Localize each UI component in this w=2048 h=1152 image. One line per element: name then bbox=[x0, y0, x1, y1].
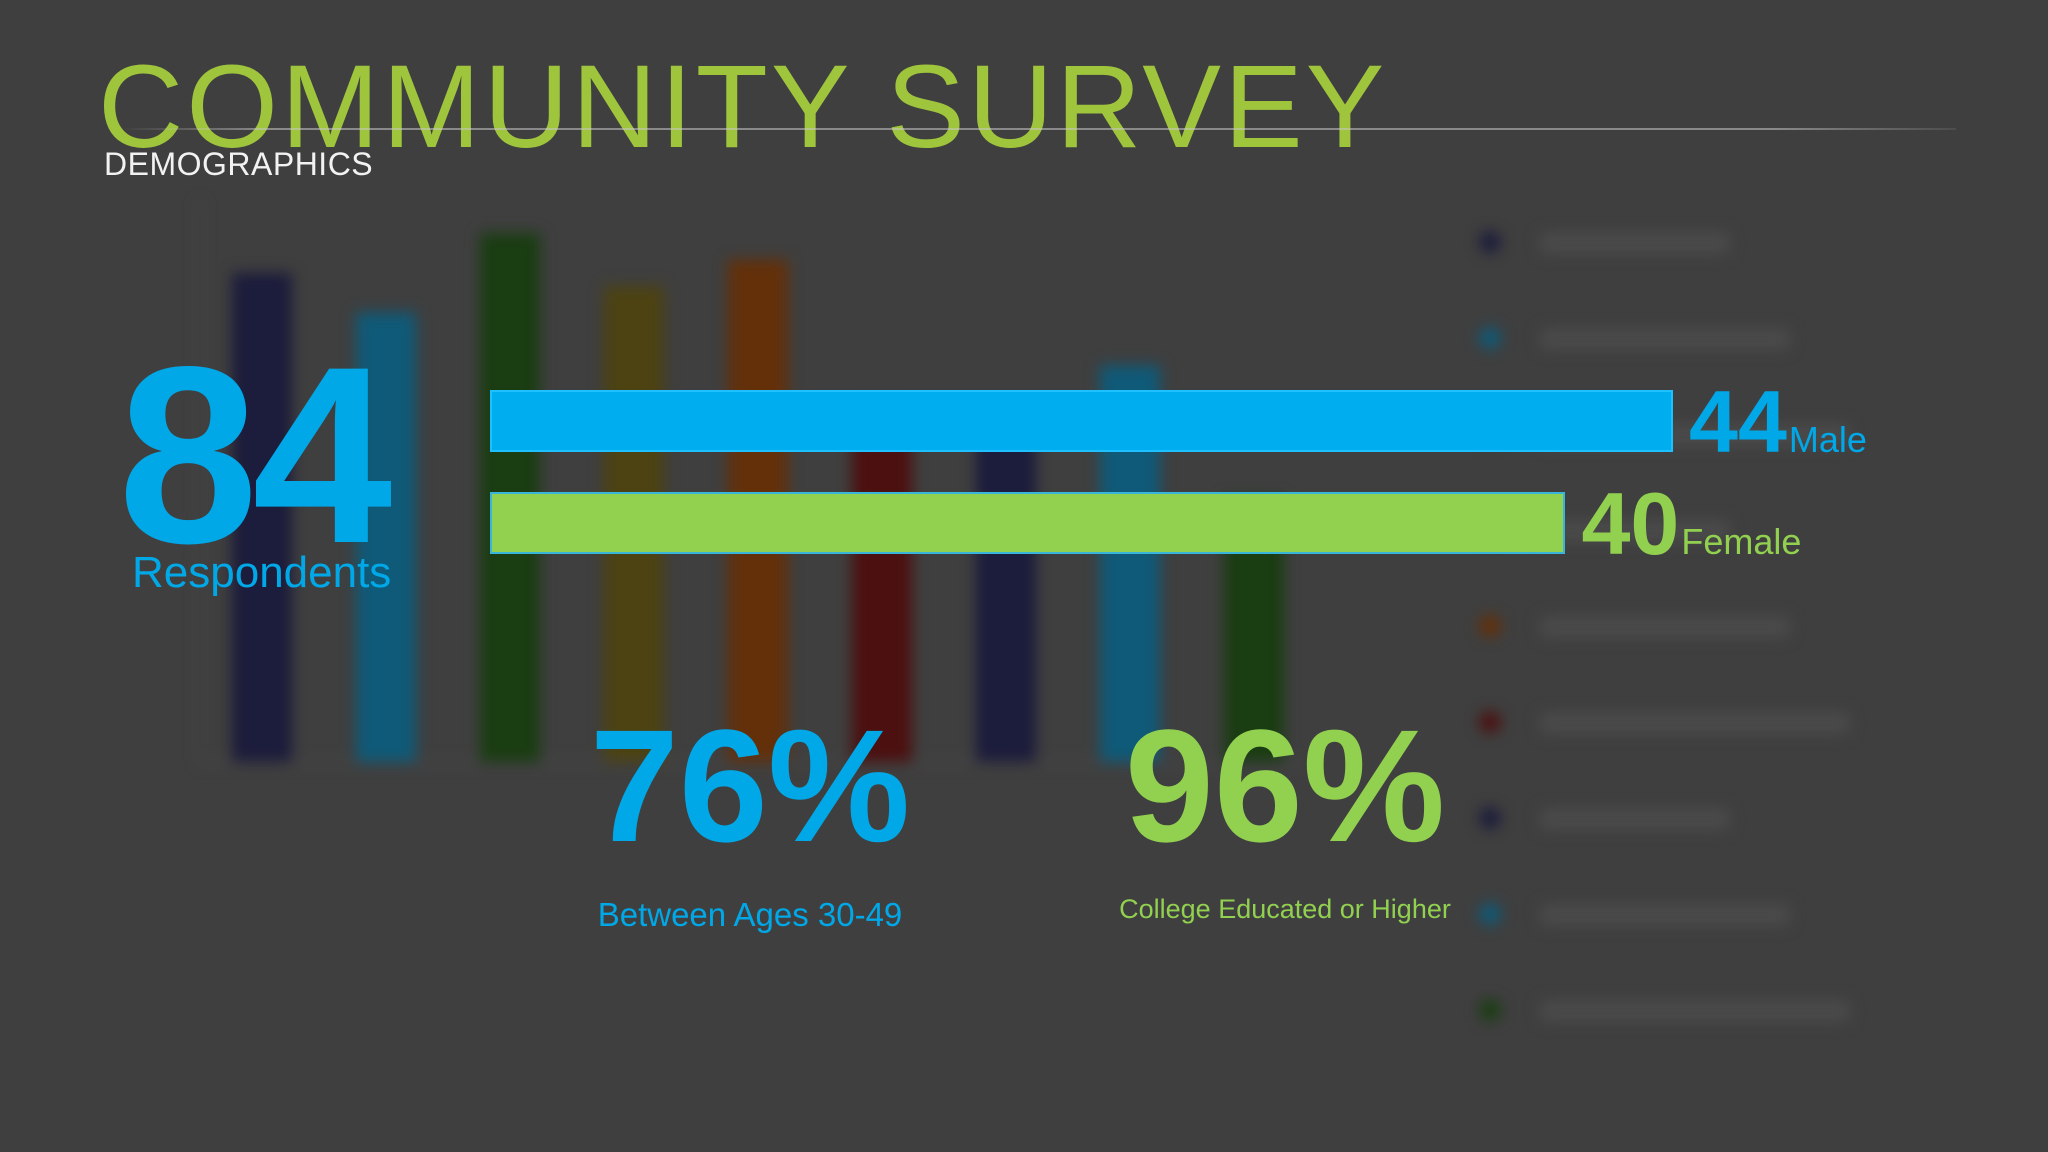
bg-legend-marker bbox=[1479, 999, 1501, 1021]
bg-legend-text-blur bbox=[1540, 1000, 1850, 1022]
respondent-count: 84 bbox=[118, 315, 392, 596]
bg-legend-text-blur bbox=[1540, 712, 1850, 734]
gender-label-female: 40Female bbox=[1581, 480, 1801, 568]
education-stat-value: 96% bbox=[1124, 696, 1446, 875]
bg-legend-text-blur bbox=[1540, 904, 1790, 926]
gender-label-male: 44Male bbox=[1689, 378, 1867, 466]
gender-bar-female bbox=[490, 492, 1566, 554]
bg-bar bbox=[356, 312, 416, 762]
bg-legend-text-blur bbox=[1540, 520, 1730, 542]
bg-legend-marker bbox=[1479, 903, 1501, 925]
bg-legend-marker bbox=[1479, 231, 1501, 253]
gender-category-female: Female bbox=[1681, 521, 1802, 562]
gender-category-male: Male bbox=[1788, 419, 1867, 460]
page-title: COMMUNITY SURVEY bbox=[98, 41, 1388, 173]
bg-legend-marker bbox=[1479, 327, 1501, 349]
age-stat-value: 76% bbox=[589, 696, 911, 875]
bg-legend-text-blur bbox=[1540, 232, 1730, 254]
bg-legend-marker bbox=[1479, 711, 1501, 733]
bg-legend-text-blur bbox=[1540, 808, 1730, 830]
age-stat-label: Between Ages 30-49 bbox=[597, 896, 903, 933]
respondent-label: Respondents bbox=[132, 548, 392, 597]
bg-bar bbox=[976, 431, 1036, 762]
gender-value-female: 40 bbox=[1581, 474, 1680, 573]
gender-bar-male bbox=[490, 390, 1673, 452]
bg-bar bbox=[852, 404, 912, 762]
page-subtitle: DEMOGRAPHICS bbox=[104, 146, 374, 182]
bg-legend-text-blur bbox=[1540, 328, 1790, 350]
title-divider bbox=[120, 128, 1956, 130]
bg-bar bbox=[232, 272, 292, 762]
bg-legend-marker bbox=[1479, 807, 1501, 829]
age-stat: 76% Between Ages 30-49 bbox=[560, 706, 940, 934]
education-stat: 96% College Educated or Higher bbox=[1110, 706, 1460, 925]
bg-legend-text-blur bbox=[1540, 616, 1790, 638]
bg-legend-marker bbox=[1479, 615, 1501, 637]
gender-value-male: 44 bbox=[1689, 372, 1787, 471]
education-stat-label: College Educated or Higher bbox=[1119, 894, 1451, 924]
